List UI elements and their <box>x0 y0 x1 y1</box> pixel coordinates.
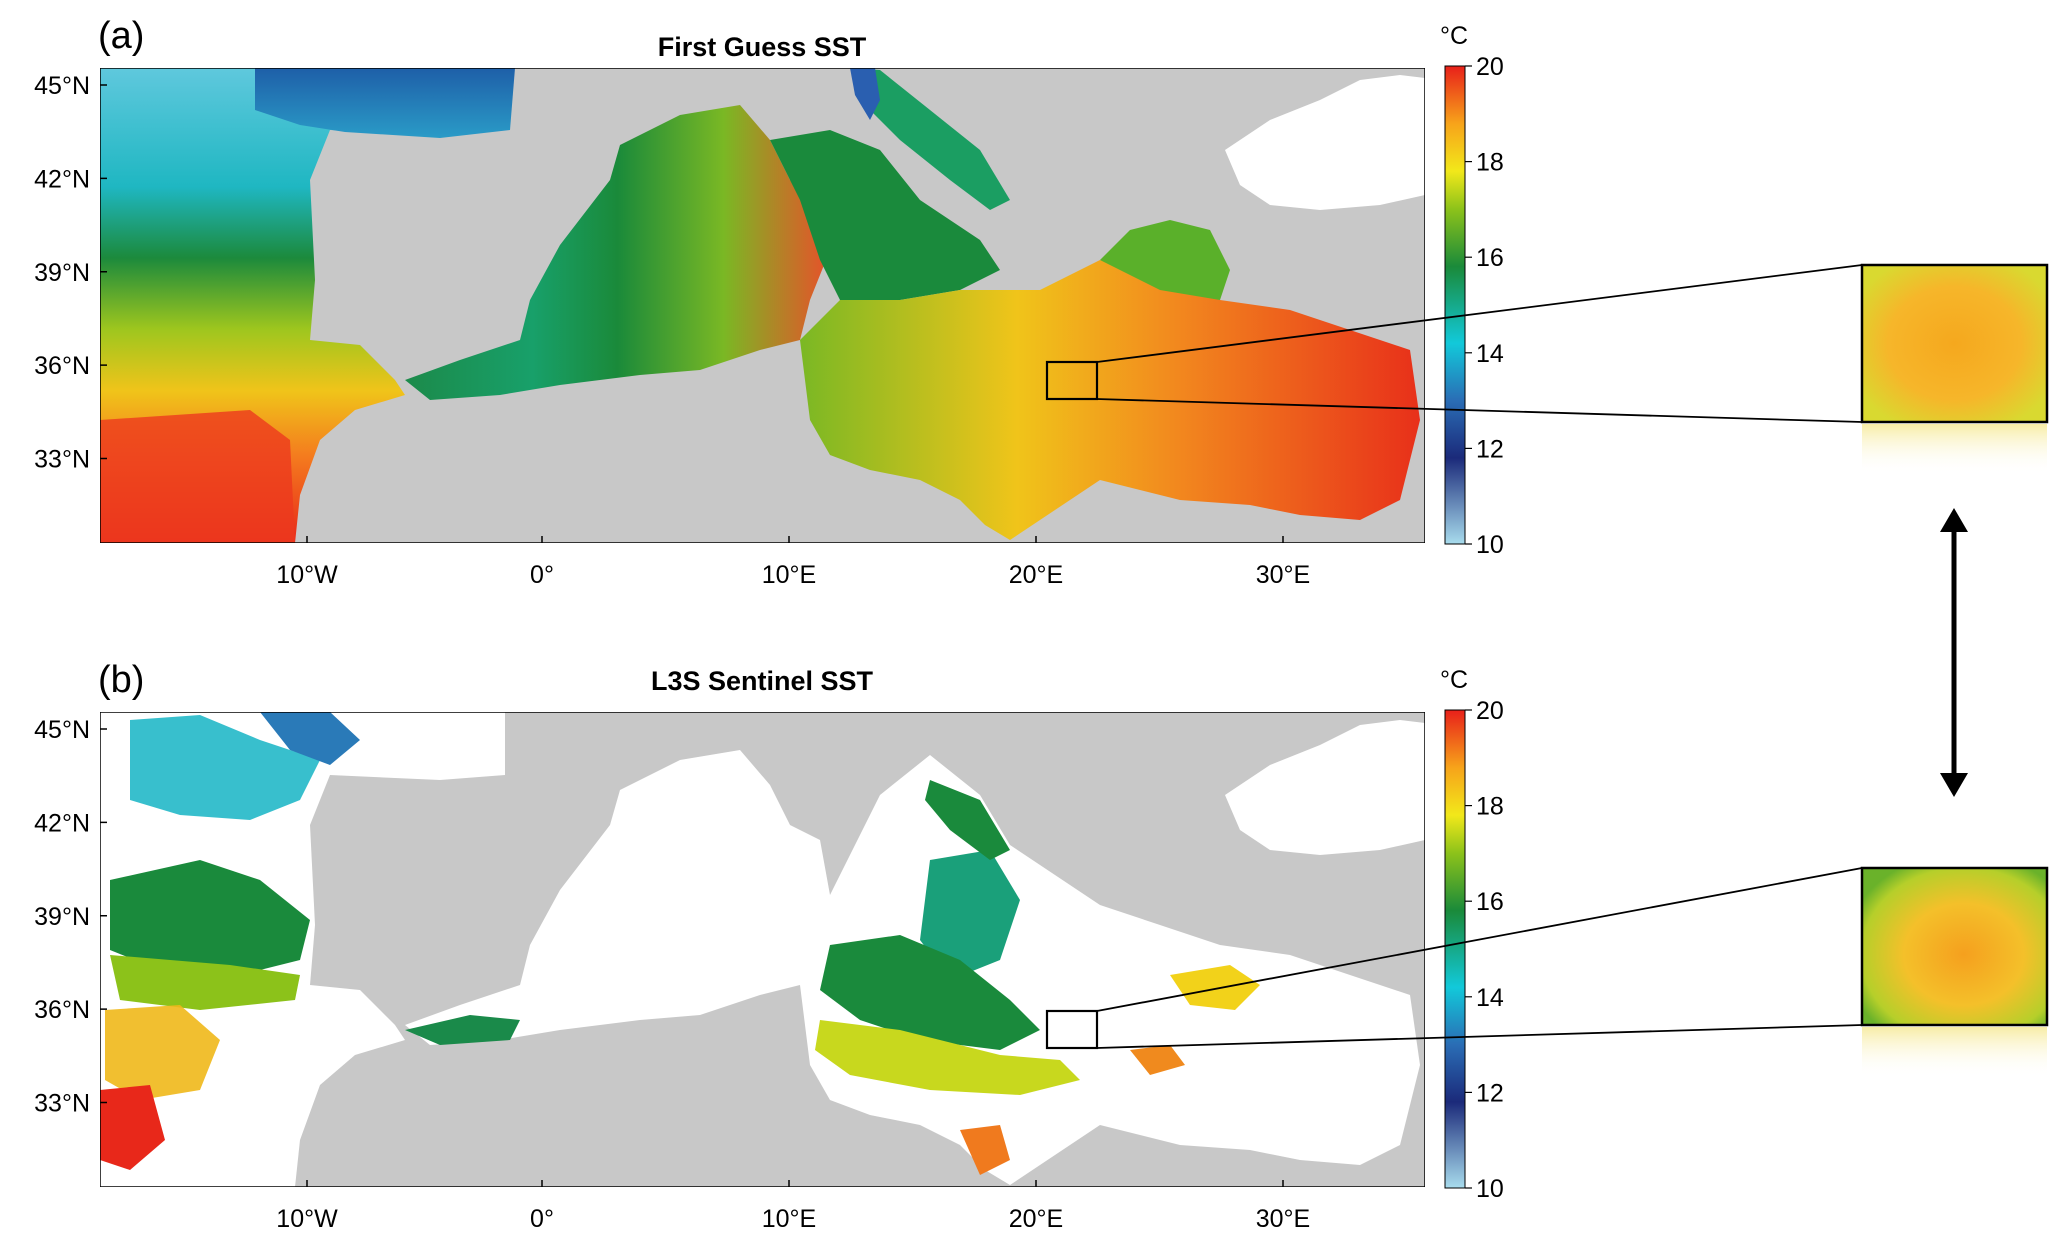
colorbar-ticks: 20 18 16 14 12 10 <box>1465 53 1504 559</box>
panel-b: (b) L3S Sentinel SST <box>98 659 1425 1187</box>
lon-tick-label: 0° <box>530 561 554 589</box>
colorbar-a: °C 20 18 16 14 12 10 <box>1440 22 1504 559</box>
lon-tick-label: 10°W <box>276 561 338 589</box>
lat-tick-label: 45°N <box>34 716 90 744</box>
colorbar-tick-label: 10 <box>1476 1175 1504 1203</box>
lon-tick-label: 20°E <box>1009 1205 1063 1233</box>
colorbar-tick-label: 20 <box>1476 697 1504 725</box>
lat-axis-labels: 45°N 42°N 39°N 36°N 33°N <box>34 72 107 474</box>
lon-tick-label: 10°E <box>762 561 816 589</box>
panel-title: First Guess SST <box>658 32 867 62</box>
adriatic-sea <box>850 68 1010 210</box>
bay-of-biscay <box>255 68 515 138</box>
obs-adriatic <box>925 780 1010 860</box>
map-area <box>100 712 1425 1187</box>
colorbar-unit: °C <box>1440 22 1468 50</box>
colorbar-tick-label: 14 <box>1476 340 1504 368</box>
obs-atlantic-green <box>110 955 300 1010</box>
lon-tick-label: 0° <box>530 1205 554 1233</box>
colorbar-gradient <box>1444 709 1466 1189</box>
lat-tick-label: 42°N <box>34 809 90 837</box>
black-sea <box>1225 720 1425 855</box>
lat-axis-labels: 45°N 42°N 39°N 36°N 33°N <box>34 716 107 1118</box>
zoom-region-box <box>1045 1009 1099 1050</box>
adriatic-north-blue <box>850 68 880 120</box>
lon-tick-label: 30°E <box>1256 1205 1310 1233</box>
zoom-connector <box>1096 867 1863 1012</box>
warm-atlantic-patch <box>100 410 295 543</box>
zoom-connector <box>1096 1024 1863 1049</box>
lat-tick-label: 36°N <box>34 352 90 380</box>
obs-tyrrhenian <box>920 850 1020 980</box>
obs-libya-orange <box>960 1125 1010 1175</box>
zoom-inset-b <box>1096 866 2049 1077</box>
lat-tick-label: 33°N <box>34 1090 90 1118</box>
tyrrhenian-sea <box>770 130 1000 300</box>
colorbar-unit: °C <box>1440 666 1468 694</box>
zoom-inset-image <box>1860 866 2049 1027</box>
double-arrow-icon <box>1940 508 1968 797</box>
zoom-region-box <box>1045 360 1099 401</box>
colorbar-tick-label: 20 <box>1476 53 1504 81</box>
obs-aegean <box>1170 965 1260 1010</box>
map-area <box>100 68 1425 543</box>
colorbar-ticks: 20 18 16 14 12 10 <box>1465 697 1504 1203</box>
colorbar-tick-label: 14 <box>1476 984 1504 1012</box>
lon-axis-labels: 10°W 0° 10°E 20°E 30°E <box>276 536 1310 589</box>
colorbar-tick-label: 10 <box>1476 531 1504 559</box>
obs-atlantic-north <box>130 715 320 820</box>
obs-atlantic-red <box>100 1085 165 1170</box>
zoom-connector <box>1096 264 1863 363</box>
lon-tick-label: 10°E <box>762 1205 816 1233</box>
lat-tick-label: 39°N <box>34 259 90 287</box>
colorbar-tick-label: 16 <box>1476 244 1504 272</box>
zoom-inset-image <box>1860 263 2049 424</box>
lon-tick-label: 30°E <box>1256 561 1310 589</box>
inset-reflection <box>1862 424 2047 474</box>
zoom-inset-a <box>1096 263 2049 474</box>
colorbar-tick-label: 18 <box>1476 149 1504 177</box>
black-sea <box>1225 75 1425 210</box>
lon-tick-label: 10°W <box>276 1205 338 1233</box>
colorbar-tick-label: 12 <box>1476 435 1504 463</box>
colorbar-b: °C 20 18 16 14 12 10 <box>1440 666 1504 1203</box>
obs-biscay <box>260 712 360 765</box>
colorbar-tick-label: 18 <box>1476 793 1504 821</box>
lon-axis-labels: 10°W 0° 10°E 20°E 30°E <box>276 1180 1310 1233</box>
panel-a: (a) First Guess SST <box>98 15 1425 543</box>
lat-tick-label: 42°N <box>34 165 90 193</box>
obs-atlantic-mid <box>110 860 310 975</box>
lat-tick-label: 39°N <box>34 903 90 931</box>
obs-atlantic-south <box>105 1005 220 1100</box>
lat-tick-label: 45°N <box>34 72 90 100</box>
colorbar-gradient <box>1444 65 1466 545</box>
western-mediterranean <box>405 105 830 400</box>
obs-east-orange <box>1130 1045 1185 1075</box>
lat-tick-label: 36°N <box>34 996 90 1024</box>
panel-letter: (a) <box>98 15 144 57</box>
zoom-connector <box>1096 398 1863 423</box>
colorbar-tick-label: 16 <box>1476 888 1504 916</box>
lon-tick-label: 20°E <box>1009 561 1063 589</box>
obs-ionian <box>820 935 1040 1050</box>
colorbar-tick-label: 12 <box>1476 1079 1504 1107</box>
obs-alboran <box>405 1015 520 1045</box>
inset-reflection <box>1862 1027 2047 1077</box>
aegean-sea <box>1100 220 1230 300</box>
panel-title: L3S Sentinel SST <box>651 666 874 696</box>
panel-letter: (b) <box>98 659 144 701</box>
lat-tick-label: 33°N <box>34 446 90 474</box>
obs-south-yellow <box>815 1020 1080 1095</box>
